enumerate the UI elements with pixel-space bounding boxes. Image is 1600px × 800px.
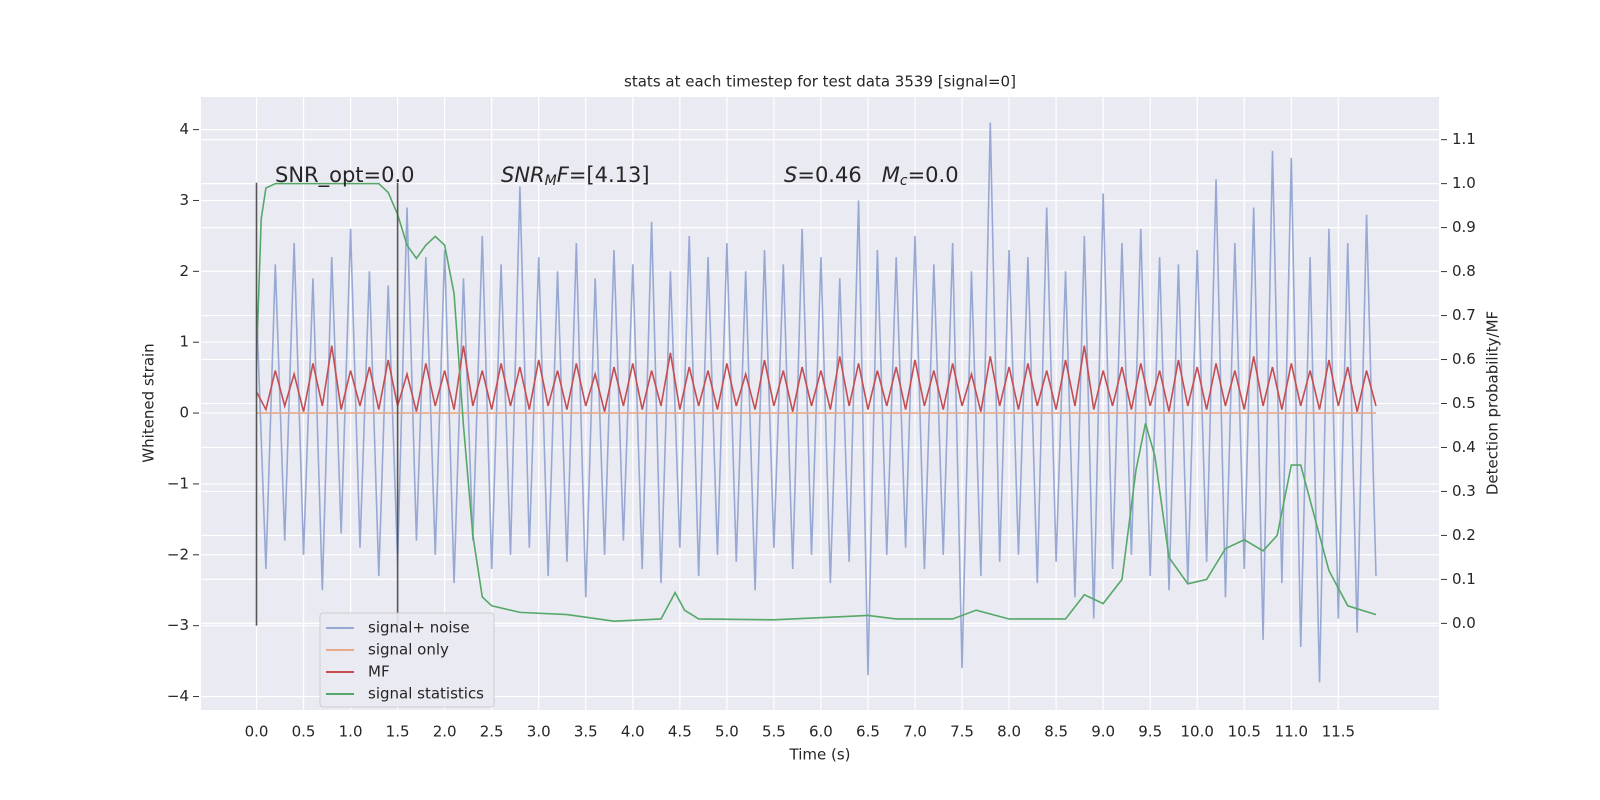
x-axis-label: Time (s): [789, 746, 851, 764]
annotation-part: M: [545, 173, 557, 189]
x-tick-label: 3.5: [574, 723, 598, 741]
annotation-part: SNR_opt=0.0: [275, 163, 415, 188]
x-tick-label: 6.0: [809, 723, 833, 741]
y-tick-label: −4: [167, 687, 189, 705]
x-tick-label: 1.0: [339, 723, 363, 741]
x-tick-label: 5.0: [715, 723, 739, 741]
y2-tick-label: 0.4: [1452, 438, 1476, 456]
legend-label: signal+ noise: [368, 619, 470, 637]
annotation-part: =0.46: [797, 163, 881, 187]
y-tick-label: 3: [179, 191, 189, 209]
x-tick-label: 10.0: [1181, 723, 1214, 741]
y2-tick-label: 0.0: [1452, 614, 1476, 632]
y-tick-label: 1: [179, 333, 189, 351]
y-tick-label: −2: [167, 545, 189, 563]
legend-label: signal statistics: [368, 685, 484, 703]
x-tick-label: 6.5: [856, 723, 880, 741]
annotation-part: M: [882, 163, 900, 187]
x-tick-label: 0.0: [245, 723, 269, 741]
x-tick-label: 11.5: [1322, 723, 1355, 741]
series-line: [255, 182, 1377, 622]
annotation-part: S: [784, 163, 797, 187]
y2-tick-label: 0.3: [1452, 482, 1476, 500]
annotation: S=0.46 Mc=0.0: [784, 163, 959, 189]
y-axis-label: Whitened strain: [140, 343, 158, 462]
x-tick-label: 4.0: [621, 723, 645, 741]
series-line: [255, 122, 1377, 683]
x-tick-label: 3.0: [527, 723, 551, 741]
y2-tick-label: 0.7: [1452, 306, 1476, 324]
y2-tick-label: 0.9: [1452, 218, 1476, 236]
y2-tick-label: 0.6: [1452, 350, 1476, 368]
x-tick-label: 9.0: [1091, 723, 1115, 741]
y2-tick-label: 1.1: [1452, 130, 1476, 148]
y2-tick-label: 0.5: [1452, 394, 1476, 412]
legend-label: MF: [368, 663, 390, 681]
y2-tick-label: 0.2: [1452, 526, 1476, 544]
x-tick-label: 7.5: [950, 723, 974, 741]
chart-title: stats at each timestep for test data 353…: [624, 73, 1016, 91]
legend-box: [319, 612, 495, 708]
x-tick-label: 8.0: [997, 723, 1021, 741]
annotation-part: =0.0: [908, 163, 959, 187]
series-line: [255, 345, 1377, 412]
x-tick-label: 5.5: [762, 723, 786, 741]
annotation-part: SNR: [501, 163, 545, 187]
y2-tick-label: 1.0: [1452, 174, 1476, 192]
x-tick-label: 0.5: [292, 723, 316, 741]
annotation: SNRMF=[4.13]: [501, 163, 650, 189]
x-tick-label: 2.0: [433, 723, 457, 741]
annotation-part: F: [557, 163, 570, 187]
x-tick-label: 10.5: [1228, 723, 1261, 741]
y2-tick-label: 0.1: [1452, 570, 1476, 588]
x-tick-label: 9.5: [1138, 723, 1162, 741]
annotation-part: c: [900, 173, 908, 189]
x-tick-label: 2.5: [480, 723, 504, 741]
x-tick-label: 1.5: [386, 723, 410, 741]
annotation: SNR_opt=0.0: [275, 163, 415, 188]
y2-tick-label: 0.8: [1452, 262, 1476, 280]
y-tick-label: −1: [167, 474, 189, 492]
y-tick-label: 4: [179, 120, 189, 138]
legend-label: signal only: [368, 641, 449, 659]
x-tick-label: 7.0: [903, 723, 927, 741]
y-tick-label: 0: [179, 404, 189, 422]
x-tick-label: 4.5: [668, 723, 692, 741]
y-tick-label: 2: [179, 262, 189, 280]
annotation-part: =[4.13]: [569, 163, 650, 187]
y2-axis-label: Detection probability/MF: [1484, 311, 1502, 495]
y-tick-label: −3: [167, 616, 189, 634]
x-tick-label: 11.0: [1275, 723, 1308, 741]
x-tick-label: 8.5: [1044, 723, 1068, 741]
